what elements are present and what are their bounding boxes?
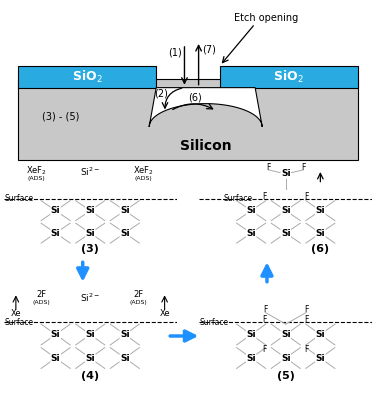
- Text: Surface: Surface: [5, 194, 33, 203]
- Text: Si$^{2-}$: Si$^{2-}$: [80, 166, 100, 178]
- Text: Si: Si: [246, 330, 256, 339]
- Text: (4): (4): [81, 371, 99, 381]
- Text: Silicon: Silicon: [180, 139, 232, 153]
- Text: F: F: [305, 192, 309, 201]
- Text: Si: Si: [51, 229, 61, 238]
- Text: XeF$_2$: XeF$_2$: [26, 165, 47, 178]
- Text: Si: Si: [246, 354, 256, 362]
- Text: (2): (2): [155, 88, 168, 98]
- Bar: [18, 66, 156, 88]
- Text: F: F: [304, 305, 309, 314]
- Text: SiO$_2$: SiO$_2$: [72, 69, 103, 85]
- Text: SiO$_2$: SiO$_2$: [273, 69, 304, 85]
- Text: Xe: Xe: [159, 309, 170, 318]
- Text: (3): (3): [81, 244, 99, 254]
- Text: (ADS): (ADS): [130, 300, 147, 305]
- Text: Si: Si: [51, 206, 61, 215]
- Text: Surface: Surface: [5, 318, 33, 327]
- Text: Si: Si: [85, 206, 95, 215]
- Text: Si: Si: [246, 229, 256, 238]
- Text: (6): (6): [311, 244, 329, 254]
- Text: F: F: [262, 192, 267, 201]
- Text: Si: Si: [85, 330, 95, 339]
- Text: Si: Si: [120, 330, 130, 339]
- Text: Si: Si: [85, 229, 95, 238]
- Text: Surface: Surface: [200, 318, 229, 327]
- Text: (5): (5): [277, 371, 295, 381]
- Text: Si: Si: [85, 354, 95, 362]
- Text: F: F: [266, 163, 271, 172]
- Text: Etch opening: Etch opening: [233, 13, 298, 23]
- Text: Si: Si: [51, 354, 61, 362]
- Text: XeF$_2$: XeF$_2$: [133, 165, 154, 178]
- Bar: [220, 66, 358, 88]
- Text: Si: Si: [315, 229, 325, 238]
- Text: 2F: 2F: [133, 290, 144, 300]
- Text: Si: Si: [281, 170, 291, 178]
- Text: Si: Si: [315, 330, 325, 339]
- Text: F: F: [263, 305, 267, 314]
- Text: F: F: [262, 345, 267, 354]
- Text: 2F: 2F: [37, 290, 47, 300]
- Text: Xe: Xe: [11, 309, 21, 318]
- Text: (1): (1): [168, 48, 182, 58]
- Text: Surface: Surface: [223, 194, 253, 203]
- Text: (ADS): (ADS): [28, 176, 45, 181]
- Text: Si: Si: [120, 206, 130, 215]
- Text: Si: Si: [281, 229, 291, 238]
- Text: (6): (6): [188, 93, 202, 103]
- Polygon shape: [149, 88, 262, 127]
- Text: (7): (7): [202, 45, 216, 55]
- Text: Si: Si: [315, 354, 325, 362]
- Text: Si: Si: [315, 206, 325, 215]
- Text: Si: Si: [246, 206, 256, 215]
- Text: F: F: [305, 345, 309, 354]
- Text: F: F: [301, 163, 305, 172]
- Text: F: F: [305, 315, 309, 324]
- Text: Si: Si: [281, 330, 291, 339]
- Bar: [18, 79, 358, 160]
- Text: Si: Si: [281, 354, 291, 362]
- Text: Si$^{2-}$: Si$^{2-}$: [80, 292, 100, 304]
- Text: Si: Si: [51, 330, 61, 339]
- Text: Si: Si: [120, 229, 130, 238]
- Text: (ADS): (ADS): [135, 176, 153, 181]
- Text: Si: Si: [120, 354, 130, 362]
- Text: (ADS): (ADS): [33, 300, 51, 305]
- Text: Si: Si: [281, 206, 291, 215]
- Text: F: F: [262, 315, 267, 324]
- Text: (3) - (5): (3) - (5): [42, 112, 79, 122]
